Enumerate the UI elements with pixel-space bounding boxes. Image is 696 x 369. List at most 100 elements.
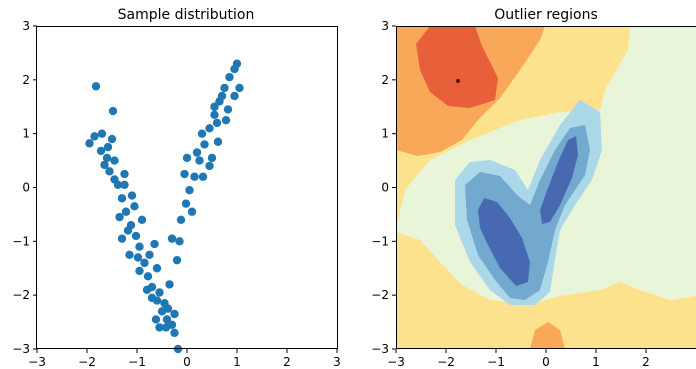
scatter-point xyxy=(102,153,112,163)
scatter-point xyxy=(235,83,244,93)
right-y-axis: −3 −2 −1 0 1 2 3 xyxy=(371,19,396,356)
scatter-point xyxy=(135,266,144,276)
y-tick-label: 2 xyxy=(381,73,389,87)
scatter-point xyxy=(145,250,154,259)
scatter-point xyxy=(210,102,219,111)
outlier-contours xyxy=(396,26,696,349)
scatter-point xyxy=(91,82,101,91)
scatter-point xyxy=(142,285,152,294)
scatter-point xyxy=(230,91,239,101)
scatter-point xyxy=(165,280,174,289)
scatter-point xyxy=(155,323,164,332)
y-tick-label: 0 xyxy=(22,181,30,195)
scatter-point xyxy=(210,110,219,120)
scatter-point xyxy=(85,139,94,148)
scatter-point xyxy=(96,146,106,156)
right-x-axis: −3 −2 −1 0 1 2 xyxy=(387,349,650,369)
scatter-point xyxy=(175,237,184,246)
x-tick-label: −2 xyxy=(78,355,96,369)
x-tick-label: −1 xyxy=(487,355,505,369)
scatter-point xyxy=(207,153,217,163)
scatter-point xyxy=(105,167,114,176)
scatter-point xyxy=(125,250,134,259)
scatter-point xyxy=(192,148,202,157)
scatter-point xyxy=(225,72,234,82)
left-chart: Sample distribution −3 −2 −1 0 1 2 3 −3 −2 −1 0 1 2… xyxy=(12,7,341,369)
left-scatter-points xyxy=(85,59,244,354)
scatter-point xyxy=(90,132,99,141)
y-tick-label: 3 xyxy=(22,19,30,33)
x-tick-label: 1 xyxy=(233,355,241,369)
scatter-point xyxy=(108,106,118,116)
scatter-point xyxy=(180,169,189,179)
x-tick-label: 3 xyxy=(333,355,341,369)
y-tick-label: 0 xyxy=(381,181,389,195)
y-tick-label: −3 xyxy=(371,342,389,356)
y-tick-label: −1 xyxy=(371,234,389,248)
scatter-point xyxy=(182,153,192,163)
scatter-point xyxy=(223,105,233,114)
scatter-point xyxy=(170,328,179,338)
scatter-point xyxy=(140,258,149,268)
right-plot-frame xyxy=(396,26,696,349)
scatter-point xyxy=(117,234,127,243)
scatter-point xyxy=(150,239,159,249)
y-tick-label: 1 xyxy=(22,127,30,141)
scatter-point xyxy=(151,315,161,324)
scatter-point xyxy=(97,129,107,138)
y-tick-label: −3 xyxy=(12,342,30,356)
y-tick-label: −2 xyxy=(12,288,30,302)
x-tick-label: 0 xyxy=(542,355,550,369)
scatter-point xyxy=(133,253,143,262)
scatter-point xyxy=(197,129,207,138)
x-tick-label: −1 xyxy=(128,355,146,369)
scatter-point xyxy=(110,156,119,165)
scatter-point xyxy=(100,160,109,170)
scatter-point xyxy=(170,309,179,319)
scatter-point xyxy=(117,194,127,203)
scatter-point xyxy=(123,226,133,235)
scatter-point xyxy=(176,215,186,224)
scatter-point xyxy=(172,255,182,265)
left-x-axis: −3 −2 −1 0 1 2 3 xyxy=(28,349,341,369)
scatter-point xyxy=(120,169,129,179)
scatter-point xyxy=(212,118,222,128)
x-tick-label: 2 xyxy=(642,355,650,369)
scatter-point xyxy=(220,83,229,93)
scatter-point xyxy=(130,202,139,211)
scatter-point xyxy=(127,191,137,200)
x-tick-label: 0 xyxy=(183,355,191,369)
x-tick-label: −2 xyxy=(437,355,455,369)
x-tick-label: −3 xyxy=(387,355,405,369)
scatter-point xyxy=(135,242,144,251)
scatter-point xyxy=(200,140,209,149)
contour-high xyxy=(416,26,498,108)
scatter-point xyxy=(167,234,177,243)
scatter-point xyxy=(115,212,124,222)
scatter-point xyxy=(187,207,197,216)
scatter-point xyxy=(181,199,191,208)
y-tick-label: 3 xyxy=(381,19,389,33)
scatter-point xyxy=(152,264,162,273)
contour-low3-right xyxy=(540,136,578,224)
y-tick-label: 2 xyxy=(22,73,30,87)
left-y-axis: −3 −2 −1 0 1 2 3 xyxy=(12,19,37,356)
scatter-point xyxy=(143,272,153,281)
scatter-point xyxy=(217,91,227,101)
scatter-point xyxy=(163,304,173,313)
contour-low3-left xyxy=(478,198,530,286)
scatter-point xyxy=(185,185,194,195)
right-chart-title: Outlier regions xyxy=(494,7,598,23)
scatter-point xyxy=(213,137,223,146)
y-tick-label: −2 xyxy=(371,288,389,302)
scatter-point xyxy=(161,323,171,332)
scatter-point xyxy=(131,231,141,241)
scatter-point xyxy=(107,134,117,144)
y-tick-label: 1 xyxy=(381,127,389,141)
scatter-point xyxy=(121,207,131,216)
scatter-point xyxy=(147,293,157,303)
scatter-point xyxy=(205,124,214,133)
x-tick-label: 2 xyxy=(283,355,291,369)
scatter-point xyxy=(103,142,113,152)
